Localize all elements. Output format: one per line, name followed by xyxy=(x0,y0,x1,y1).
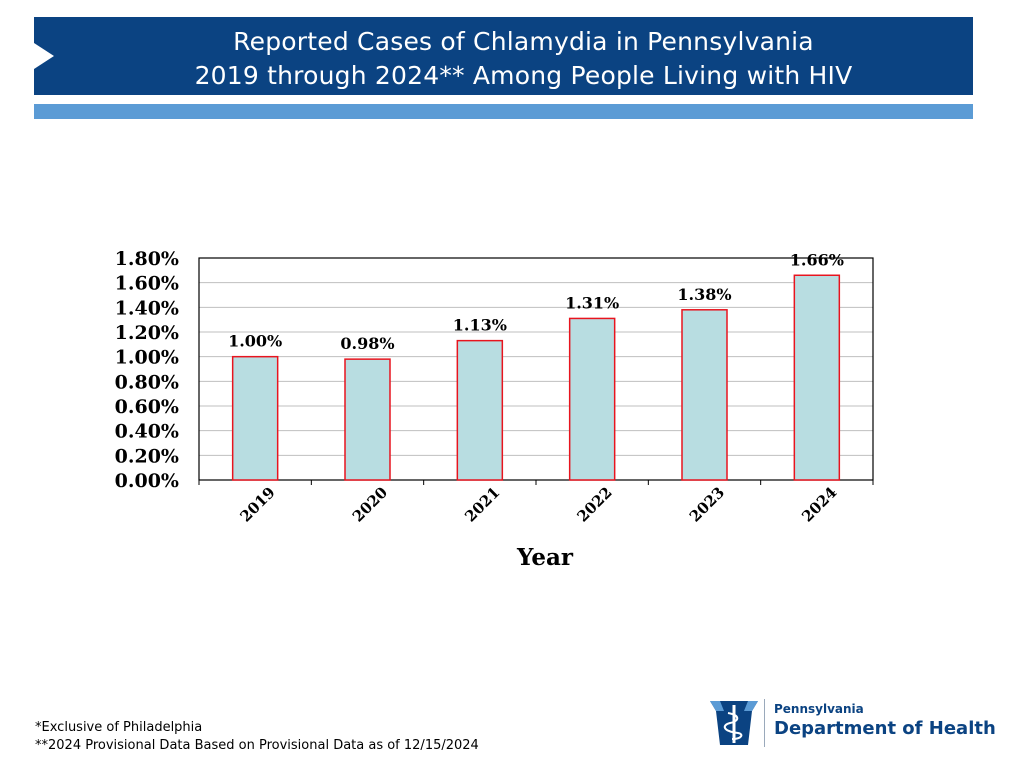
footnote-2: **2024 Provisional Data Based on Provisi… xyxy=(35,738,479,753)
bar-2021 xyxy=(456,339,504,481)
data-label: 1.13% xyxy=(453,316,507,335)
x-tick-label: 2024 xyxy=(798,483,840,525)
accent-bar xyxy=(34,104,973,119)
page-title: Reported Cases of Chlamydia in Pennsylva… xyxy=(94,25,953,93)
x-tick-label: 2020 xyxy=(349,483,391,525)
y-tick-label: 1.00% xyxy=(115,347,179,369)
y-tick-label: 0.20% xyxy=(115,445,179,467)
bar-2019 xyxy=(231,355,279,481)
y-tick-label: 0.60% xyxy=(115,396,179,418)
title-banner: Reported Cases of Chlamydia in Pennsylva… xyxy=(34,17,973,95)
title-line-2: 2019 through 2024** Among People Living … xyxy=(194,61,853,90)
y-tick-label: 0.00% xyxy=(115,470,179,492)
data-label: 1.00% xyxy=(228,332,282,351)
bar-2020 xyxy=(344,358,391,481)
y-tick-label: 0.80% xyxy=(115,371,179,393)
x-tick-label: 2021 xyxy=(461,483,503,525)
logo-divider xyxy=(764,699,765,747)
x-tick-label: 2022 xyxy=(574,483,616,525)
banner-arrow-icon xyxy=(34,43,54,69)
y-tick-label: 1.20% xyxy=(115,322,179,344)
footnote-1: *Exclusive of Philadelphia xyxy=(35,720,203,735)
y-tick-label: 1.60% xyxy=(115,273,179,295)
bar-2023 xyxy=(681,309,728,481)
logo-department: Department of Health xyxy=(774,718,996,739)
data-label: 1.31% xyxy=(565,293,619,312)
x-tick-label: 2019 xyxy=(237,483,279,525)
bar-2022 xyxy=(568,317,616,481)
logo-text: Pennsylvania Department of Health xyxy=(774,701,996,741)
keystone-caduceus-icon xyxy=(710,701,758,745)
plot-area xyxy=(198,257,874,481)
data-label: 1.38% xyxy=(677,285,731,304)
logo-state: Pennsylvania xyxy=(774,702,864,716)
y-tick-label: 1.40% xyxy=(115,297,179,319)
title-line-1: Reported Cases of Chlamydia in Pennsylva… xyxy=(233,27,814,56)
bar-2024 xyxy=(793,274,841,481)
footnotes: *Exclusive of Philadelphia **2024 Provis… xyxy=(35,719,479,755)
data-label: 0.98% xyxy=(340,334,394,353)
y-tick-label: 0.40% xyxy=(115,421,179,443)
pa-doh-logo: Pennsylvania Department of Health xyxy=(708,695,996,751)
x-tick-label: 2023 xyxy=(686,483,728,525)
y-tick-label: 1.80% xyxy=(115,248,179,270)
x-axis-title: Year xyxy=(516,544,574,571)
data-label: 1.66% xyxy=(790,250,844,269)
